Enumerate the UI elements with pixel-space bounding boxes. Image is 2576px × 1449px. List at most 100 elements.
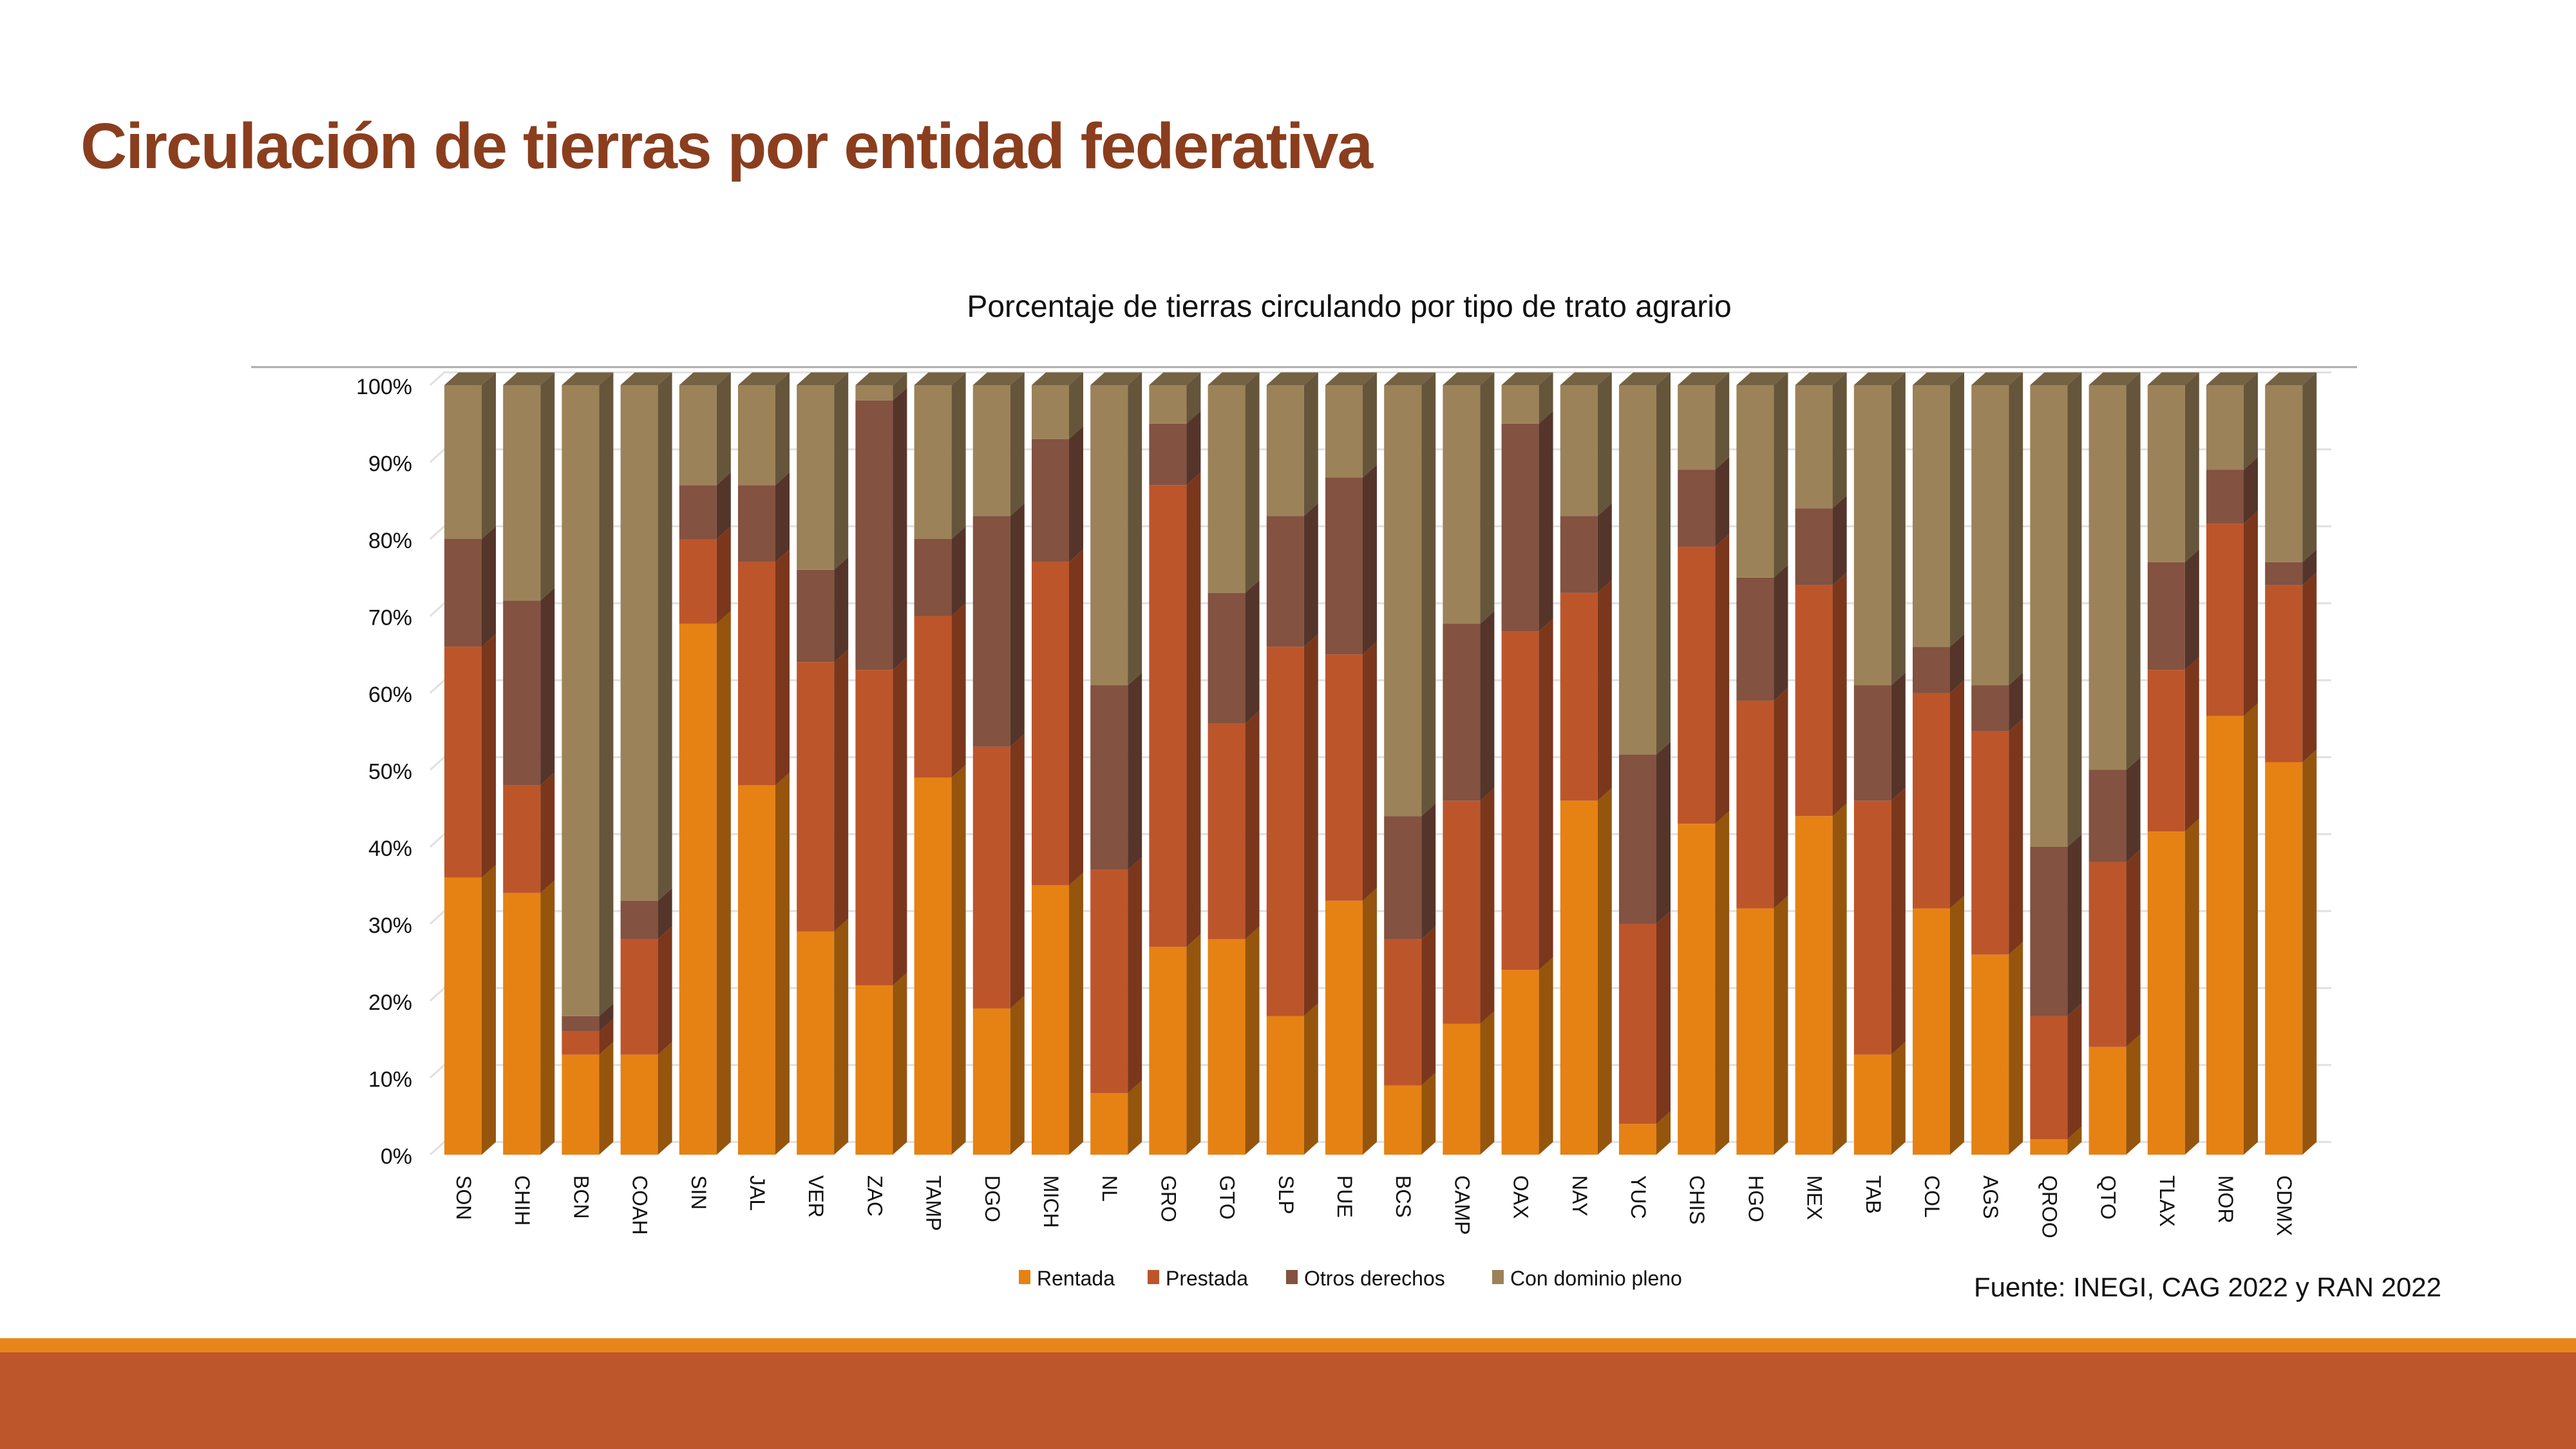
bar-segment-con-dominio-pleno (1501, 385, 1539, 424)
bar-top (972, 372, 1025, 385)
y-tick-label: 90% (368, 452, 412, 477)
x-tick-label: CHIS (1685, 1175, 1709, 1224)
x-tick-label: QTO (2097, 1175, 2120, 1220)
bar-stack-gto (1208, 372, 1260, 1155)
bar-segment-side (1950, 680, 1964, 909)
bar-segment-otros-derechos (444, 539, 482, 647)
bar-segment-side (1891, 672, 1906, 801)
bar-segment-otros-derechos (2088, 770, 2126, 862)
bar-segment-side (893, 657, 907, 986)
bar-segment-side (540, 880, 555, 1155)
bar-segment-con-dominio-pleno (1560, 385, 1598, 516)
legend-item: Otros derechos (1304, 1267, 1445, 1290)
bar-segment-con-dominio-pleno (2147, 385, 2185, 562)
bar-segment-side (1245, 580, 1260, 724)
bar-segment-prestada (738, 562, 775, 786)
bar-top (679, 372, 731, 385)
bar-segment-side (2302, 749, 2317, 1155)
bar-segment-con-dominio-pleno (2030, 385, 2068, 847)
bar-segment-side (2126, 1034, 2141, 1155)
bar-top (1736, 372, 1788, 385)
bar-segment-rentada (1266, 1016, 1304, 1155)
bar-segment-rentada (1149, 947, 1187, 1155)
bar-segment-side (1891, 1041, 1906, 1155)
bar-segment-otros-derechos (1971, 685, 2009, 732)
bar-segment-prestada (972, 746, 1010, 1009)
bar-segment-otros-derechos (1149, 423, 1187, 486)
bar-segment-con-dominio-pleno (1443, 385, 1481, 624)
bar-stack-qto (2088, 372, 2141, 1155)
bar-top (1384, 372, 1436, 385)
bar-segment-rentada (1560, 800, 1598, 1155)
bar-segment-side (716, 472, 731, 539)
x-tick-label: SLP (1274, 1175, 1298, 1214)
bar-segment-side (1774, 564, 1788, 701)
bar-segment-side (1421, 372, 1436, 817)
bar-segment-rentada (1032, 885, 1069, 1155)
bar-stack-chih (503, 372, 555, 1155)
bar-segment-rentada (1325, 900, 1363, 1155)
bar-segment-rentada (2088, 1046, 2126, 1155)
bar-segment-side (834, 918, 849, 1155)
bar-top (738, 372, 790, 385)
bar-segment-otros-derechos (972, 516, 1010, 747)
bar-segment-rentada (1853, 1054, 1891, 1155)
legend: Rentada Prestada Otros derechos Con dominio… (1019, 1267, 1682, 1290)
legend-swatch (1019, 1270, 1030, 1284)
bar-stack-pue (1325, 372, 1377, 1155)
bar-segment-side (658, 887, 672, 940)
bar-segment-side (1069, 426, 1083, 562)
bar-segment-rentada (2030, 1139, 2068, 1155)
bar-stack-son (444, 372, 496, 1155)
bar-segment-side (2067, 834, 2082, 1016)
bar-stack-ver (797, 372, 849, 1155)
bar-segment-otros-derechos (1443, 623, 1481, 801)
bar-top (503, 372, 555, 385)
bar-segment-con-dominio-pleno (1149, 385, 1187, 424)
y-tick-label: 30% (368, 914, 412, 938)
bar-segment-side (658, 926, 672, 1055)
bar-segment-side (1539, 372, 1553, 424)
bar-segment-side (2184, 549, 2199, 670)
y-tick-label: 70% (368, 606, 412, 630)
bar-segment-prestada (1384, 939, 1422, 1086)
bar-segment-con-dominio-pleno (1090, 385, 1128, 686)
bar-segment-side (834, 649, 849, 932)
x-tick-label: DGO (981, 1175, 1004, 1222)
bar-segment-side (893, 388, 907, 670)
bar-segment-side (716, 611, 731, 1155)
bar-segment-side (2009, 718, 2023, 955)
bar-stack-zac (855, 372, 907, 1155)
bar-segment-rentada (1384, 1085, 1422, 1155)
bar-segment-side (2067, 1003, 2082, 1140)
bar-top (562, 372, 614, 385)
bar-segment-rentada (972, 1008, 1010, 1155)
bar-segment-rentada (1501, 970, 1539, 1155)
bar-segment-side (1303, 634, 1318, 1016)
x-tick-label: JAL (746, 1175, 769, 1211)
x-tick-label: YUC (1627, 1175, 1650, 1219)
bar-segment-side (1128, 372, 1142, 686)
bar-segment-side (2244, 457, 2258, 524)
bar-segment-side (1069, 549, 1083, 886)
bar-segment-rentada (620, 1054, 658, 1155)
bar-segment-con-dominio-pleno (1325, 385, 1363, 478)
bar-top (914, 372, 966, 385)
x-tick-label: MOR (2214, 1175, 2237, 1224)
bar-stack-dgo (972, 372, 1025, 1155)
x-axis-ticks: SON CHIH BCN COAH SIN JAL VER ZAC TAMP DGO MICH NL G… (452, 1175, 2296, 1238)
x-tick-label: HGO (1744, 1175, 1767, 1222)
bar-segment-rentada (2265, 762, 2303, 1155)
y-tick-label: 10% (368, 1068, 412, 1092)
bar-segment-side (1303, 1003, 1318, 1155)
bar-segment-side (1715, 457, 1730, 547)
bar-segment-otros-derechos (1678, 469, 1716, 547)
bar-segment-rentada (2147, 831, 2185, 1155)
bar-segment-con-dominio-pleno (1266, 385, 1304, 516)
gridline-depth (429, 833, 446, 848)
bar-segment-con-dominio-pleno (1853, 385, 1891, 686)
y-tick-label: 80% (368, 529, 412, 553)
gridline-depth (429, 1064, 446, 1079)
bar-top (620, 372, 672, 385)
footer-band-bottom (0, 1352, 2576, 1449)
